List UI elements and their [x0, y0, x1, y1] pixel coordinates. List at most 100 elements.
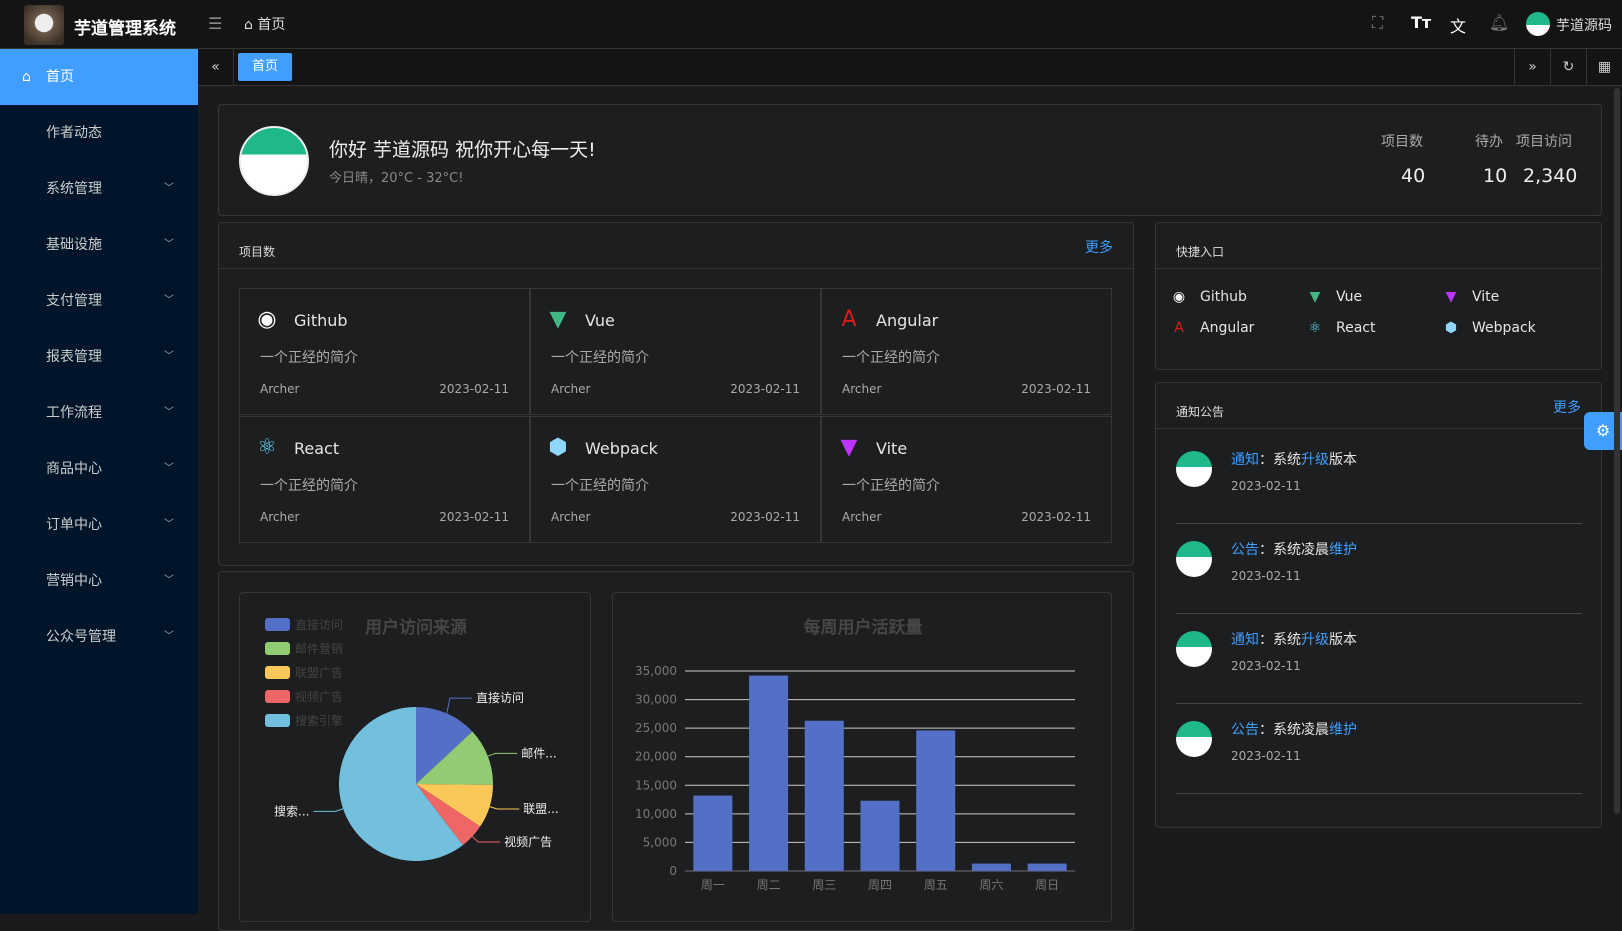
- project-desc: 一个正经的简介: [842, 478, 940, 494]
- legend-swatch: [265, 714, 290, 727]
- breadcrumb-item[interactable]: 首页: [257, 17, 286, 33]
- notice-text: 公告：系统凌晨维护: [1231, 539, 1357, 559]
- bell-icon[interactable]: 🔔︎: [1489, 13, 1510, 32]
- sidebar-item-label: 基础设施: [46, 237, 102, 253]
- legend-swatch: [265, 642, 290, 655]
- notice-highlight: 升级: [1301, 452, 1329, 468]
- pie-chart-box: 用户访问来源 直接访问 邮件营销 联盟广告 视频广告 搜索引擎 直接访问 邮件... 联盟...…: [239, 592, 591, 922]
- chevron-down-icon: ﹀: [164, 631, 174, 642]
- project-name: Webpack: [585, 439, 658, 458]
- sidebar-item[interactable]: 营销中心 ﹀: [0, 553, 198, 609]
- bar: [916, 730, 956, 871]
- x-tick-label: 周五: [924, 878, 948, 892]
- shortcut-label: Github: [1200, 289, 1247, 305]
- project-date: 2023-02-11: [730, 510, 800, 524]
- notice-item[interactable]: 公告：系统凌晨维护 2023-02-11: [1176, 709, 1582, 799]
- project-card[interactable]: A Angular 一个正经的简介 Archer 2023-02-11: [821, 288, 1112, 415]
- label-line: [471, 836, 501, 843]
- stat-value: 2,340: [1523, 165, 1578, 187]
- shortcut-item[interactable]: A Angular: [1170, 320, 1254, 336]
- x-tick-label: 周日: [1035, 878, 1059, 892]
- notice-body: ：系统: [1259, 632, 1301, 648]
- bar-title: 每周用户活跃量: [804, 617, 923, 638]
- notice-body: 版本: [1329, 452, 1357, 468]
- pie-label: 联盟...: [523, 802, 558, 816]
- bar: [971, 863, 1011, 871]
- project-author: Archer: [260, 510, 300, 524]
- sidebar-item[interactable]: 作者动态: [0, 105, 198, 161]
- projects-more-link[interactable]: 更多: [1085, 240, 1113, 256]
- project-card[interactable]: ▼ Vite 一个正经的简介 Archer 2023-02-11: [821, 416, 1112, 543]
- sidebar-item[interactable]: 订单中心 ﹀: [0, 497, 198, 553]
- project-card[interactable]: ⚛ React 一个正经的简介 Archer 2023-02-11: [239, 416, 530, 543]
- notice-item[interactable]: 公告：系统凌晨维护 2023-02-11: [1176, 529, 1582, 619]
- project-date: 2023-02-11: [730, 382, 800, 396]
- shortcut-item[interactable]: ◉ Github: [1170, 289, 1247, 305]
- scroll-left-icon[interactable]: «: [198, 49, 234, 85]
- shortcut-item[interactable]: ▼ Vue: [1306, 289, 1363, 305]
- username[interactable]: 芋道源码: [1556, 18, 1612, 34]
- sidebar-item[interactable]: 支付管理 ﹀: [0, 273, 198, 329]
- notice-type[interactable]: 公告: [1231, 722, 1259, 738]
- pie-chart: 用户访问来源直接访问邮件营销联盟广告视频广告搜索引擎直接访问邮件...联盟...…: [265, 617, 559, 861]
- sidebar-item[interactable]: 公众号管理 ﹀: [0, 609, 198, 665]
- shortcut-item[interactable]: ⬢ Webpack: [1442, 320, 1536, 336]
- notice-type[interactable]: 通知: [1231, 632, 1259, 648]
- project-card[interactable]: ◉ Github 一个正经的简介 Archer 2023-02-11: [239, 288, 530, 415]
- scrollbar[interactable]: [1614, 88, 1620, 814]
- notice-item[interactable]: 通知：系统升级版本 2023-02-11: [1176, 439, 1582, 529]
- sidebar-item[interactable]: ⌂ 首页: [0, 49, 198, 105]
- font-size-icon[interactable]: Tт: [1411, 13, 1432, 32]
- bar: [1027, 863, 1067, 871]
- grid-menu-icon[interactable]: ▦: [1586, 49, 1622, 85]
- scroll-right-icon[interactable]: »: [1514, 49, 1550, 85]
- notice-highlight: 维护: [1329, 722, 1357, 738]
- legend-swatch: [265, 690, 290, 703]
- notice-avatar: [1176, 631, 1212, 667]
- translate-icon[interactable]: 文: [1450, 17, 1467, 36]
- pie-slice: [416, 707, 473, 784]
- notice-text: 通知：系统升级版本: [1231, 449, 1357, 469]
- shortcut-item[interactable]: ⚛ React: [1306, 320, 1376, 336]
- legend-label: 邮件营销: [295, 642, 343, 656]
- divider: [1156, 268, 1601, 269]
- webpack-icon: ⬢: [1444, 320, 1458, 336]
- project-desc: 一个正经的简介: [842, 350, 940, 366]
- menu-toggle-icon[interactable]: ☰: [208, 14, 223, 33]
- notice-highlight: 升级: [1301, 632, 1329, 648]
- sidebar-item[interactable]: 系统管理 ﹀: [0, 161, 198, 217]
- notices-title: 通知公告: [1176, 405, 1225, 419]
- project-desc: 一个正经的简介: [260, 478, 358, 494]
- project-card[interactable]: ⬢ Webpack 一个正经的简介 Archer 2023-02-11: [530, 416, 821, 543]
- notices-more-link[interactable]: 更多: [1553, 400, 1581, 416]
- project-author: Archer: [842, 510, 882, 524]
- notice-type[interactable]: 通知: [1231, 452, 1259, 468]
- sidebar-item[interactable]: 商品中心 ﹀: [0, 441, 198, 497]
- breadcrumb[interactable]: ⌂ 首页: [244, 14, 285, 34]
- stat-label: 项目数: [1381, 134, 1423, 150]
- pie-slice: [416, 784, 481, 846]
- chevron-down-icon: ﹀: [164, 575, 174, 586]
- project-card[interactable]: ▼ Vue 一个正经的简介 Archer 2023-02-11: [530, 288, 821, 415]
- sidebar-item[interactable]: 基础设施 ﹀: [0, 217, 198, 273]
- notice-type[interactable]: 公告: [1231, 542, 1259, 558]
- notice-date: 2023-02-11: [1231, 569, 1301, 583]
- project-author: Archer: [260, 382, 300, 396]
- react-icon: ⚛: [1308, 320, 1322, 336]
- shortcut-item[interactable]: ▼ Vite: [1442, 289, 1500, 305]
- y-tick-label: 35,000: [635, 664, 677, 678]
- legend-label: 搜索引擎: [295, 713, 343, 728]
- notice-highlight: 维护: [1329, 542, 1357, 558]
- sidebar-item-label: 作者动态: [46, 125, 102, 141]
- sidebar-item[interactable]: 报表管理 ﹀: [0, 329, 198, 385]
- sidebar: ⌂ 首页 作者动态 系统管理 ﹀ 基础设施 ﹀ 支付管理 ﹀ 报表管理 ﹀ 工作流程 ﹀ 商品中心 ﹀ 订单中…: [0, 49, 198, 914]
- tab-home[interactable]: 首页: [238, 53, 292, 81]
- refresh-icon[interactable]: ↻: [1550, 49, 1586, 85]
- sidebar-item-label: 系统管理: [46, 181, 102, 197]
- fullscreen-icon[interactable]: ⛶: [1372, 13, 1384, 32]
- github-icon: ◉: [257, 307, 277, 332]
- project-desc: 一个正经的简介: [551, 350, 649, 366]
- sidebar-item[interactable]: 工作流程 ﹀: [0, 385, 198, 441]
- avatar[interactable]: [1526, 12, 1550, 36]
- notice-item[interactable]: 通知：系统升级版本 2023-02-11: [1176, 619, 1582, 709]
